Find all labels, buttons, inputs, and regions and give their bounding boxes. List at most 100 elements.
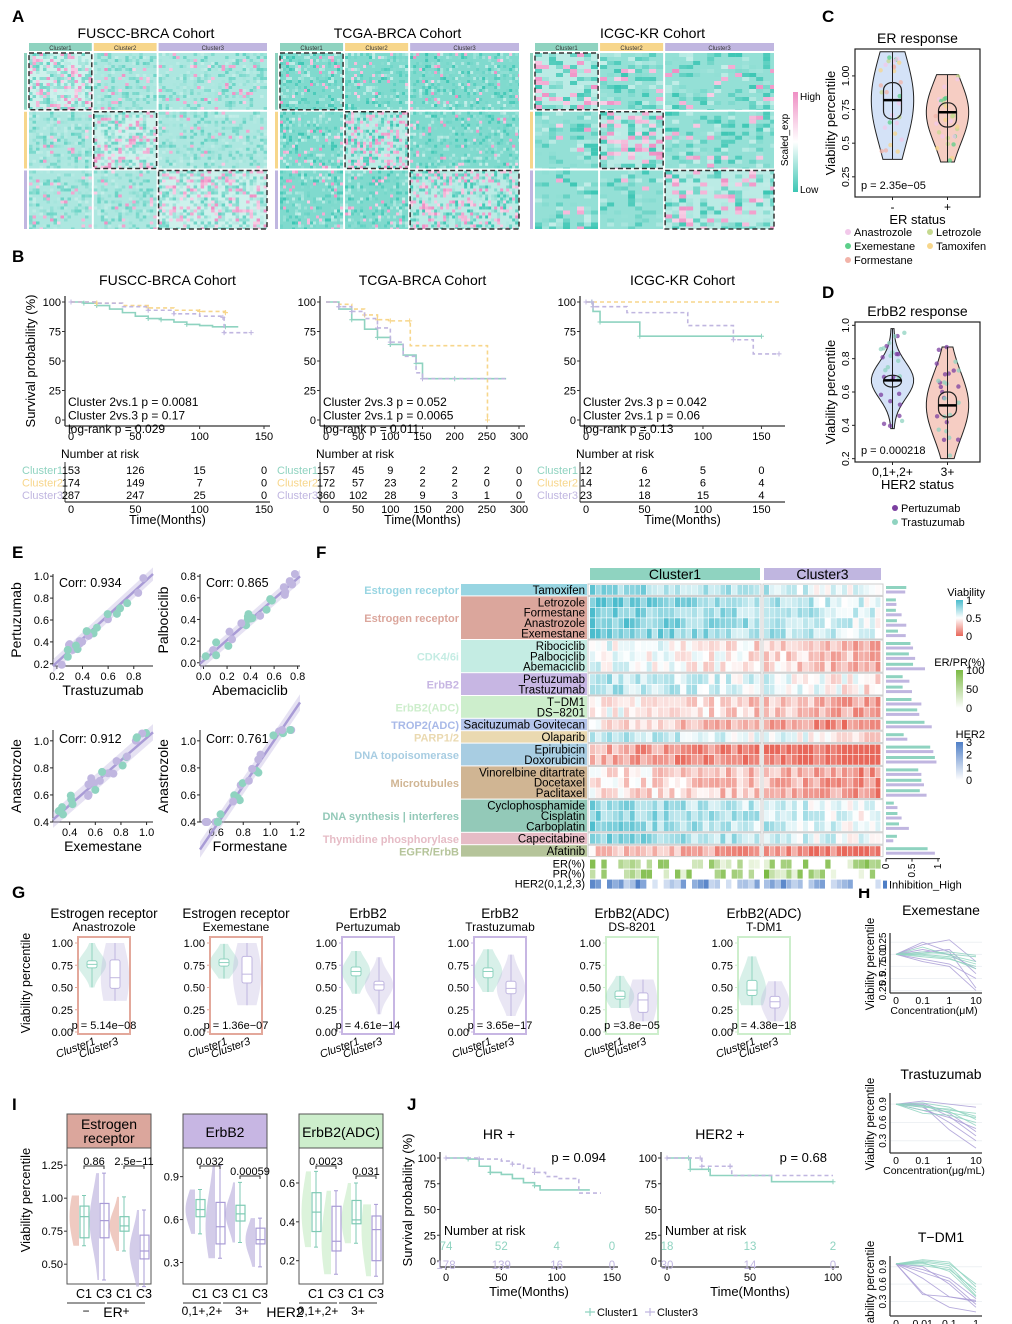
heatmap-cell (111, 147, 115, 151)
heatmap-cell (515, 150, 519, 154)
heatmap-cell (78, 191, 82, 195)
heatmap-cell (390, 206, 394, 210)
heatmap-cell (506, 162, 510, 166)
heatmap-cell (461, 227, 465, 229)
heatmap-cell (71, 53, 75, 56)
heatmap-cell (665, 178, 673, 183)
heatmap-cell (176, 212, 180, 216)
heatmap-cell (756, 155, 764, 160)
heatmap-cell (584, 159, 591, 164)
heatmap-cell (649, 123, 657, 128)
heatmap-cell (280, 176, 283, 180)
heatmap-cell (577, 127, 584, 132)
heatmap-cell (428, 176, 432, 180)
heatmap-cell (221, 114, 226, 118)
heatmap-cell (97, 197, 101, 201)
heatmap-cell (204, 179, 208, 183)
heatmap-cell (649, 143, 657, 148)
heatmap-cell (50, 144, 54, 148)
heatmap-cell (607, 119, 615, 124)
heatmap-cell (331, 159, 334, 163)
heatmap-cell (128, 111, 133, 115)
heatmap-cell (153, 98, 157, 101)
heatmap-cell (363, 218, 367, 222)
heatmap-cell (369, 197, 373, 201)
heatmap-cell (322, 80, 325, 83)
heatmap-cell (509, 126, 513, 130)
heatmap-cell (390, 221, 394, 225)
heatmap-cell (118, 89, 122, 92)
heatmap-cell (512, 101, 516, 104)
heatmap-cell (535, 105, 542, 109)
heatmap-cell (452, 65, 456, 68)
heatmap-cell (549, 222, 556, 227)
heatmap-cell (607, 222, 615, 227)
heatmap-cell (172, 206, 177, 210)
heatmap-cell (515, 215, 519, 219)
heatmap-cell (132, 170, 136, 174)
heatmap-cell (283, 129, 286, 133)
heatmap-cell (67, 117, 71, 121)
heatmap-cell (283, 144, 286, 148)
heatmap-cell (503, 227, 507, 229)
heatmap-cell (449, 120, 453, 124)
heatmap-cell (325, 218, 328, 222)
heatmap-cell (158, 224, 163, 228)
heatmap-cell (515, 179, 519, 183)
heatmap-cell (381, 150, 385, 154)
heatmap-cell (649, 127, 657, 132)
heatmap-cell (232, 185, 236, 189)
heatmap-cell (372, 221, 376, 225)
heatmap-cell (176, 191, 180, 195)
heatmap-cell (628, 89, 636, 93)
heatmap-cell (399, 144, 403, 148)
heatmap-cell (256, 56, 261, 59)
heatmap-cell (756, 69, 764, 73)
heatmap-cell (440, 173, 444, 177)
heatmap-cell (515, 53, 519, 56)
heatmap-cell (149, 197, 154, 201)
heatmap-cell (169, 135, 173, 139)
heatmap-cell (535, 65, 542, 69)
heatmap-cell (169, 59, 173, 62)
heatmap-cell (503, 173, 507, 177)
heatmap-cell (443, 218, 447, 222)
heatmap-cell (470, 80, 474, 83)
heatmap-cell (642, 65, 650, 69)
heatmap-cell (292, 203, 295, 207)
heatmap-cell (97, 80, 101, 83)
heatmap-cell (221, 147, 226, 151)
heatmap-block (93, 53, 157, 110)
heatmap-cell (74, 156, 78, 160)
heatmap-cell (473, 107, 477, 110)
heatmap-cell (390, 59, 394, 62)
heatmap-cell (396, 92, 400, 95)
heatmap-cell (556, 214, 563, 219)
heatmap-cell (39, 53, 43, 56)
heatmap-cell (64, 162, 68, 166)
heatmap-cell (207, 215, 212, 219)
heatmap-cell (211, 156, 215, 160)
heatmap-cell (319, 173, 322, 177)
heatmap-cell (169, 68, 173, 71)
heatmap-cell (600, 198, 608, 203)
heatmap-cell (186, 95, 191, 98)
heatmap-cell (253, 197, 257, 201)
heatmap-cell (621, 53, 629, 57)
heatmap-cell (53, 153, 57, 157)
heatmap-cell (256, 206, 261, 210)
heatmap-block (410, 111, 519, 169)
heatmap-cell (390, 92, 394, 95)
heatmap-cell (283, 83, 286, 86)
heatmap-cell (607, 155, 615, 160)
heatmap-cell (518, 89, 519, 92)
heatmap-cell (503, 126, 507, 130)
heatmap-cell (162, 141, 166, 145)
heatmap-cell (43, 77, 47, 80)
heatmap-cell (491, 95, 495, 98)
heatmap-cell (455, 165, 459, 169)
heatmap-cell (319, 120, 322, 124)
heatmap-cell (225, 117, 229, 121)
heatmap-cell (50, 212, 54, 216)
heatmap-cell (104, 200, 108, 204)
